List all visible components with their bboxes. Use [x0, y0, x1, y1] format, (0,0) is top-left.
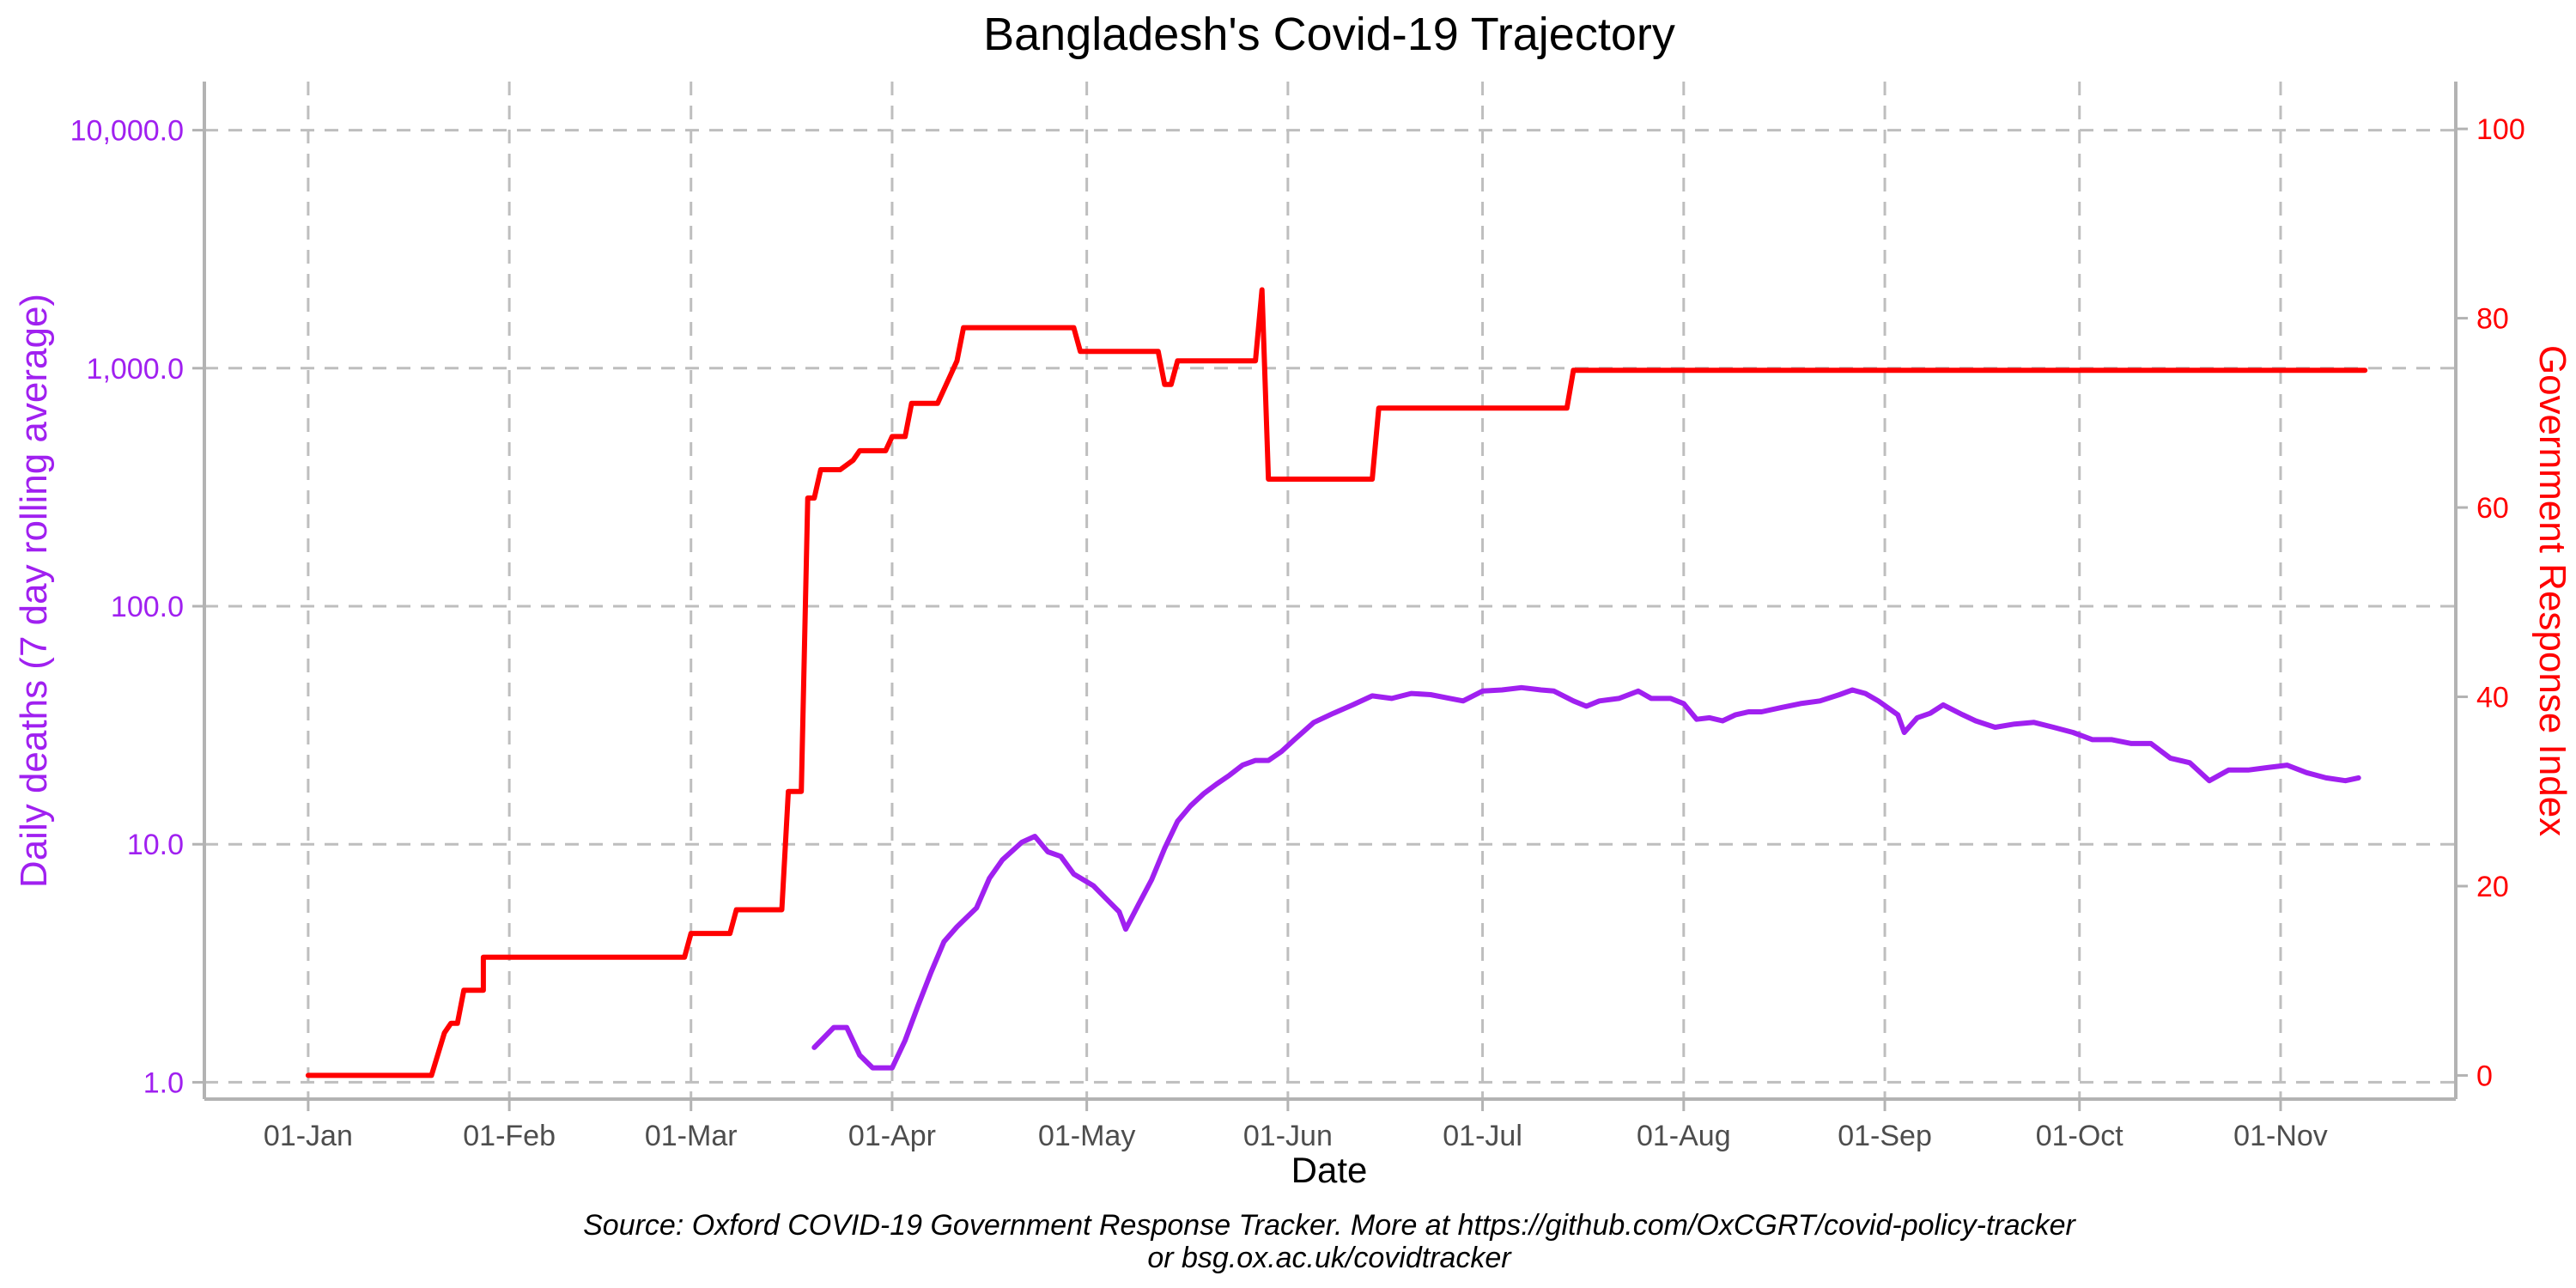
x-tick-label: 01-Mar [645, 1120, 738, 1152]
x-tick-label: 01-Jun [1243, 1120, 1333, 1152]
y-axis-left-label: Daily deaths (7 day rolling average) [13, 294, 55, 888]
axes [192, 82, 2468, 1111]
x-tick-label: 01-Apr [848, 1120, 936, 1152]
y-right-tick-label: 60 [2476, 492, 2509, 525]
x-tick-label: 01-Feb [463, 1120, 556, 1152]
x-tick-label: 01-May [1038, 1120, 1135, 1152]
x-tick-label: 01-Jul [1443, 1120, 1522, 1152]
caption-line-1: Source: Oxford COVID-19 Government Respo… [583, 1209, 2076, 1242]
x-tick-label: 01-Oct [2036, 1120, 2124, 1152]
y-left-tick-label: 10,000.0 [70, 115, 184, 148]
y-left-tick-label: 1.0 [143, 1066, 184, 1099]
x-tick-label: 01-Jan [264, 1120, 353, 1152]
x-tick-label: 01-Aug [1637, 1120, 1731, 1152]
series-line-response-index [305, 287, 2368, 1078]
chart-title: Bangladesh's Covid-19 Trajectory [983, 9, 1675, 60]
caption-line-2: or bsg.ox.ac.uk/covidtracker [1147, 1242, 1512, 1274]
x-tick-label: 01-Nov [2233, 1120, 2328, 1152]
y-right-tick-label: 20 [2476, 871, 2509, 903]
tick-labels: 01-Jan 01-Feb 01-Mar 01-Apr 01-May 01-Jun 01-J… [70, 113, 2525, 1152]
x-tick-label: 01-Sep [1838, 1120, 1932, 1152]
y-left-tick-label: 10.0 [127, 829, 184, 861]
y-right-tick-label: 80 [2476, 303, 2509, 336]
series-line-deaths [811, 684, 2361, 1071]
y-right-tick-label: 0 [2476, 1060, 2493, 1092]
grid [204, 82, 2456, 1099]
y-axis-right-label: Government Response Index [2531, 345, 2573, 836]
y-left-tick-label: 1,000.0 [87, 353, 184, 386]
y-left-tick-label: 100.0 [111, 591, 184, 623]
x-axis-label: Date [1291, 1150, 1368, 1190]
y-right-tick-label: 100 [2476, 113, 2525, 146]
series-layer [305, 287, 2368, 1078]
y-right-tick-label: 40 [2476, 682, 2509, 714]
